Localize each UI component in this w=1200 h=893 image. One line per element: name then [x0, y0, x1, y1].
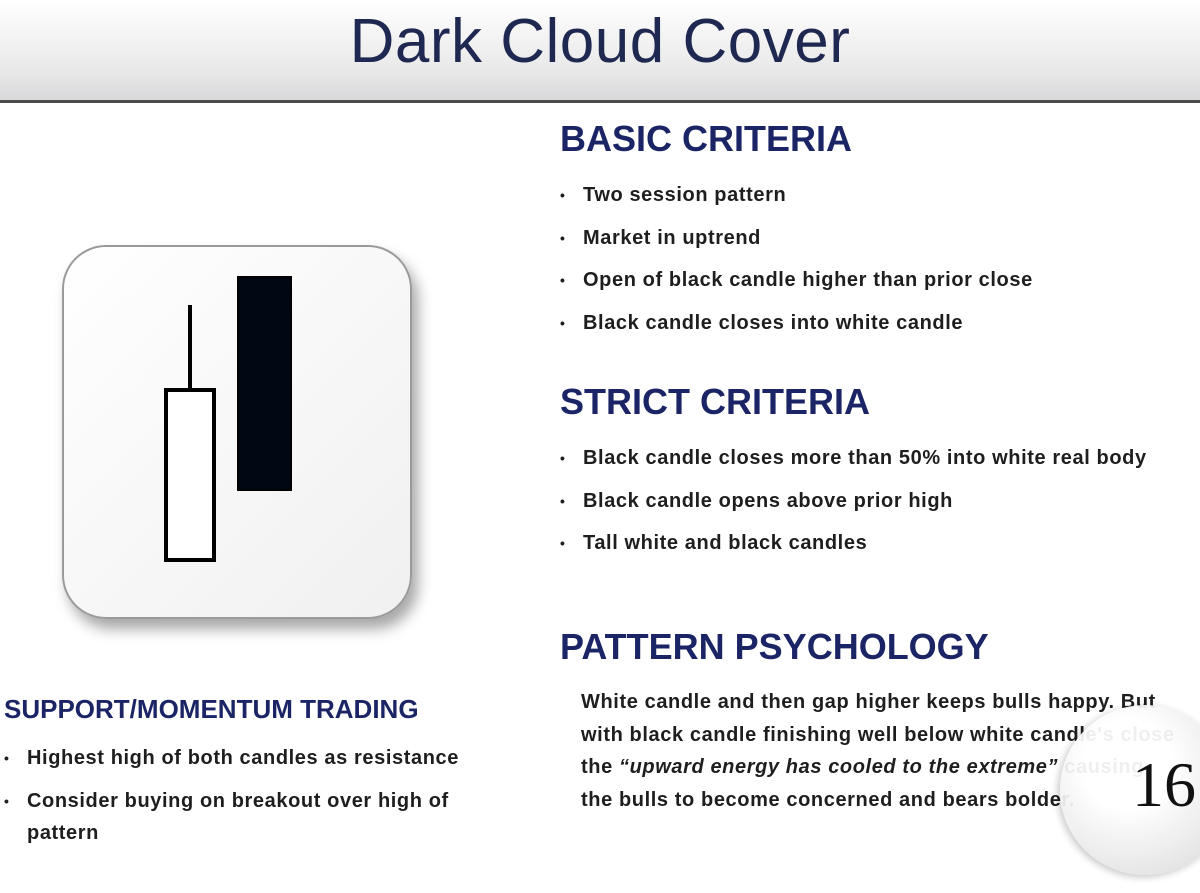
page-badge	[1060, 705, 1200, 875]
bullet: Black candle closes into white candle	[560, 307, 1180, 339]
bullet: Consider buying on breakout over high of…	[4, 785, 474, 849]
black-candle	[237, 276, 292, 491]
bullet: Market in uptrend	[560, 222, 1180, 254]
page-number: 16	[1132, 749, 1196, 820]
slide-title: Dark Cloud Cover	[349, 7, 851, 76]
section-heading: PATTERN PSYCHOLOGY	[560, 626, 989, 667]
italic-text: “upward energy has cooled to the extreme…	[618, 756, 1059, 778]
section-heading: BASIC CRITERIA	[560, 118, 853, 159]
bullet: Two session pattern	[560, 179, 1180, 211]
bullet: Highest high of both candles as resistan…	[4, 742, 474, 774]
header-band	[0, 0, 1200, 103]
section-heading: STRICT CRITERIA	[560, 381, 870, 422]
bullet: Black candle opens above prior high	[560, 485, 1180, 517]
bullet-list: Two session pattern Market in uptrend Op…	[560, 179, 1180, 349]
bullet-list: Highest high of both candles as resistan…	[4, 742, 474, 859]
bullet: Black candle closes more than 50% into w…	[560, 442, 1180, 474]
candlestick-icon	[62, 245, 412, 619]
bullet: Open of black candle higher than prior c…	[560, 264, 1180, 296]
white-candle	[164, 388, 216, 562]
bullet-list: Black candle closes more than 50% into w…	[560, 442, 1180, 570]
text: White candle and then gap higher keeps b…	[581, 691, 1175, 778]
bullet: Tall white and black candles	[560, 527, 1180, 559]
section-heading: SUPPORT/MOMENTUM TRADING	[4, 694, 419, 724]
candlestick-drawing	[164, 276, 292, 562]
